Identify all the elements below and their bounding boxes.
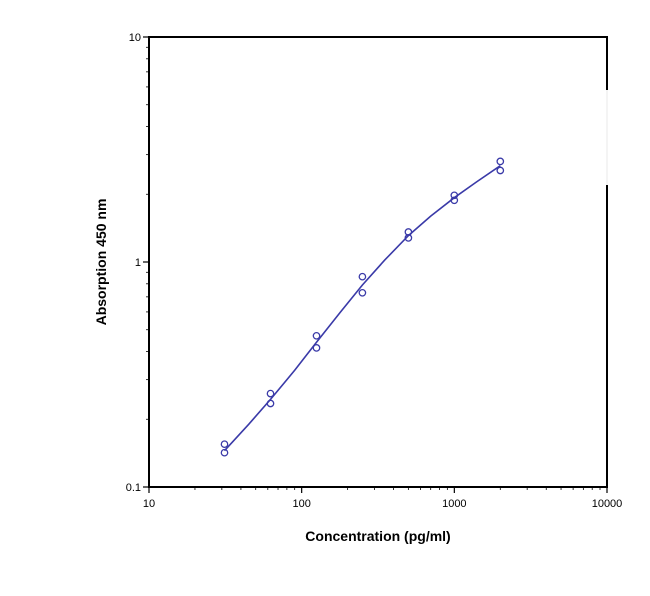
data-point	[450, 196, 459, 205]
data-point	[220, 448, 229, 457]
x-axis-title: Concentration (pg/ml)	[305, 528, 450, 544]
data-point	[404, 234, 413, 242]
y-tick-label: 0.1	[126, 482, 141, 494]
x-tick-label: 10	[143, 498, 155, 510]
data-point	[220, 440, 229, 449]
x-tick-label: 10000	[592, 498, 623, 510]
fit-curve-layer	[223, 165, 501, 452]
y-axis-ticks: 0.1 1 10	[126, 32, 149, 494]
data-point	[358, 272, 367, 281]
x-tick-label: 100	[292, 498, 310, 510]
data-point	[266, 389, 275, 398]
y-tick-label: 1	[135, 257, 141, 269]
data-points-layer	[220, 157, 505, 457]
data-point	[496, 166, 505, 175]
x-axis-ticks: 10 100 1000 10000	[143, 487, 622, 510]
y-tick-label: 10	[129, 32, 141, 44]
data-point	[312, 331, 321, 340]
x-tick-label: 1000	[442, 498, 466, 510]
plot-frame	[148, 36, 608, 488]
data-point	[312, 344, 321, 352]
data-point	[266, 399, 275, 408]
fit-curve-line	[223, 165, 501, 452]
data-point	[496, 157, 505, 166]
data-point	[358, 288, 367, 297]
data-point	[450, 191, 459, 200]
y-axis-title: Absorption 450 nm	[93, 199, 109, 326]
